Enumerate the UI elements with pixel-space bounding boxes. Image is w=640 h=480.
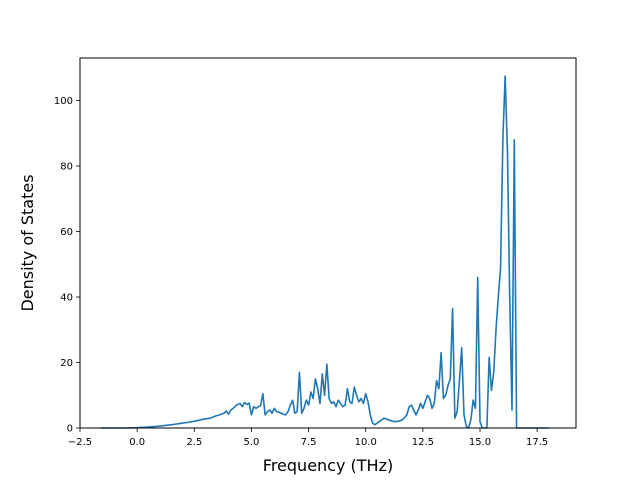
x-tick-label: 2.5 bbox=[186, 437, 202, 448]
series-layer bbox=[100, 75, 549, 429]
y-tick-label: 80 bbox=[60, 162, 73, 173]
series-line-0 bbox=[100, 75, 549, 429]
x-axis-ticks: −2.5 0.0 2.5 5.0 7.5 10.0 12.5 15.0 17.5 bbox=[68, 428, 548, 448]
y-tick-label: 60 bbox=[60, 227, 73, 238]
y-axis-label: Density of States bbox=[18, 174, 37, 311]
x-axis-label: Frequency (THz) bbox=[263, 456, 393, 475]
x-tick-label: 15.0 bbox=[469, 437, 491, 448]
x-tick-label: 0.0 bbox=[129, 437, 145, 448]
plot-frame bbox=[79, 57, 577, 429]
x-tick-label: 12.5 bbox=[412, 437, 434, 448]
y-tick-label: 100 bbox=[54, 96, 73, 107]
x-tick-label: 10.0 bbox=[355, 437, 377, 448]
x-tick-label: 17.5 bbox=[526, 437, 548, 448]
y-tick-label: 20 bbox=[60, 358, 73, 369]
x-tick-label: 5.0 bbox=[243, 437, 259, 448]
y-tick-label: 40 bbox=[60, 293, 73, 304]
y-tick-label: 0 bbox=[67, 424, 73, 435]
y-axis-ticks: 0 20 40 60 80 100 bbox=[54, 96, 80, 435]
x-tick-label: −2.5 bbox=[68, 437, 92, 448]
x-tick-label: 7.5 bbox=[301, 437, 317, 448]
